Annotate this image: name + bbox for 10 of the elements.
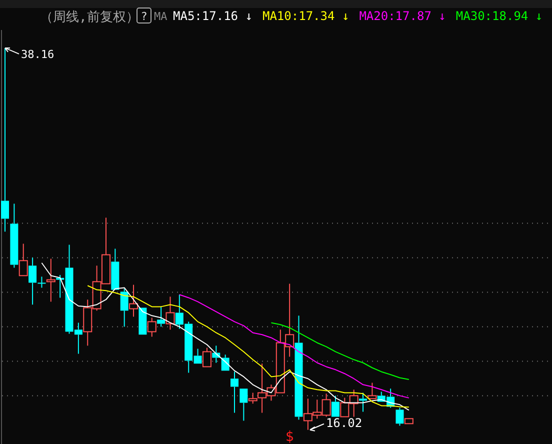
chart-subtitle: （周线,前复权） <box>40 10 139 25</box>
text: MA <box>154 10 168 23</box>
text: MA10:17.34 ↓ <box>262 9 350 23</box>
text: ? <box>140 10 148 23</box>
annotation: $ <box>285 429 294 444</box>
text: MA5:17.16 ↓ <box>173 9 252 23</box>
annotation: 38.16 <box>21 48 54 61</box>
text: MA20:17.87 ↓ <box>359 9 446 23</box>
text: MA30:18.94 ↓ <box>456 9 543 23</box>
annotation: 16.02 <box>326 416 362 430</box>
